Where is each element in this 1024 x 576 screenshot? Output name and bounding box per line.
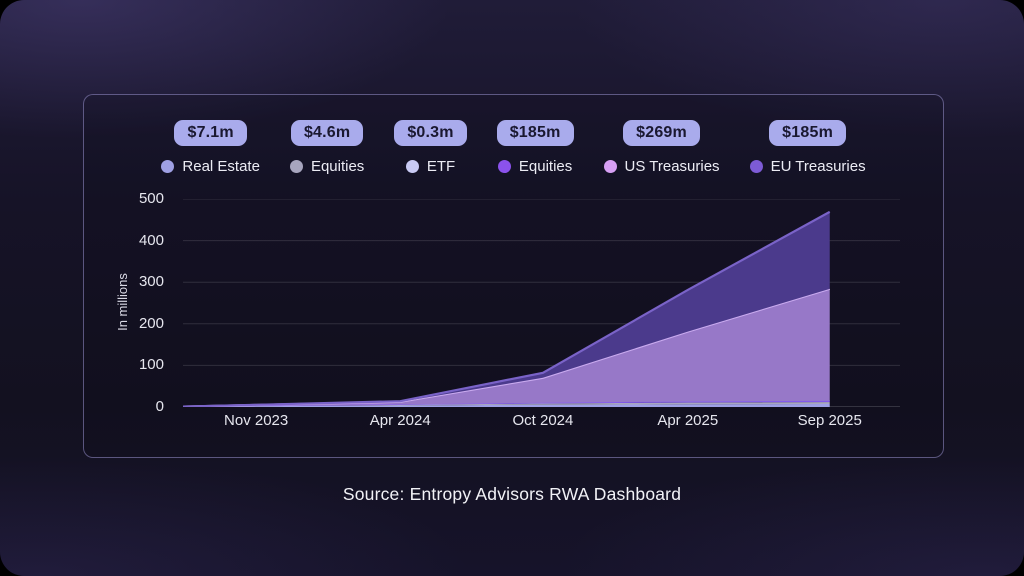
legend-label: EU Treasuries (770, 158, 866, 175)
plot-area (182, 198, 900, 408)
y-tick-label-100: 100 (138, 356, 164, 374)
value-badge: $0.3m (394, 120, 467, 146)
legend-dot-icon (405, 160, 419, 173)
legend-item[interactable]: Equities (497, 158, 573, 175)
legend-dot-icon (289, 160, 303, 173)
legend-dot-icon (161, 160, 175, 173)
series-group: $4.6m Equities (289, 120, 365, 175)
x-tick-label: Sep 2025 (797, 412, 862, 429)
value-badge: $269m (623, 120, 700, 146)
area-band-1 (183, 402, 830, 407)
source-caption: Source: Entropy Advisors RWA Dashboard (342, 484, 682, 504)
y-tick-label-200: 200 (138, 314, 164, 332)
x-tick-label: Oct 2024 (512, 412, 574, 429)
legend-label: US Treasuries (624, 158, 720, 175)
series-group: $185m Equities (496, 120, 574, 175)
legend-label: ETF (426, 158, 456, 175)
value-badge: $185m (769, 120, 846, 146)
y-tick-label-300: 300 (138, 273, 164, 291)
y-tick-label-400: 400 (138, 231, 164, 249)
legend-label: Equities (310, 158, 365, 175)
series-group: $269m US Treasuries (603, 120, 720, 175)
value-badge: $185m (496, 120, 574, 146)
legend-item[interactable]: Equities (289, 158, 365, 175)
legend-dot-icon (497, 160, 511, 173)
area-band-5 (183, 211, 830, 407)
value-badge: $7.1m (174, 120, 247, 146)
legend-item[interactable]: EU Treasuries (749, 158, 866, 175)
y-axis-title: In millions (115, 273, 130, 331)
legend-item[interactable]: Real Estate (161, 158, 260, 175)
x-tick-label: Apr 2024 (369, 412, 431, 429)
x-tick-label: Nov 2023 (224, 412, 289, 429)
x-tick-label: Apr 2025 (657, 412, 719, 429)
series-group: $7.1m Real Estate (161, 120, 260, 175)
area-band-0 (183, 404, 830, 407)
y-tick-label-0: 0 (155, 398, 164, 415)
series-group: $185m EU Treasuries (749, 120, 866, 175)
y-tick-label-500: 500 (138, 190, 164, 207)
stacked-area-chart (182, 198, 900, 408)
legend-dot-icon (749, 160, 763, 173)
legend-dot-icon (603, 160, 617, 173)
area-band-4 (183, 288, 830, 407)
area-topline-5 (182, 210, 831, 408)
series-group: $0.3m ETF (394, 120, 467, 175)
value-badge: $4.6m (290, 120, 364, 146)
chart-legend: $7.1m Real Estate $4.6m Equities $0.3m ETF $18… (83, 120, 944, 175)
legend-item[interactable]: US Treasuries (603, 158, 720, 175)
legend-item[interactable]: ETF (405, 158, 456, 175)
legend-label: Real Estate (182, 158, 260, 175)
legend-label: Equities (518, 158, 573, 175)
